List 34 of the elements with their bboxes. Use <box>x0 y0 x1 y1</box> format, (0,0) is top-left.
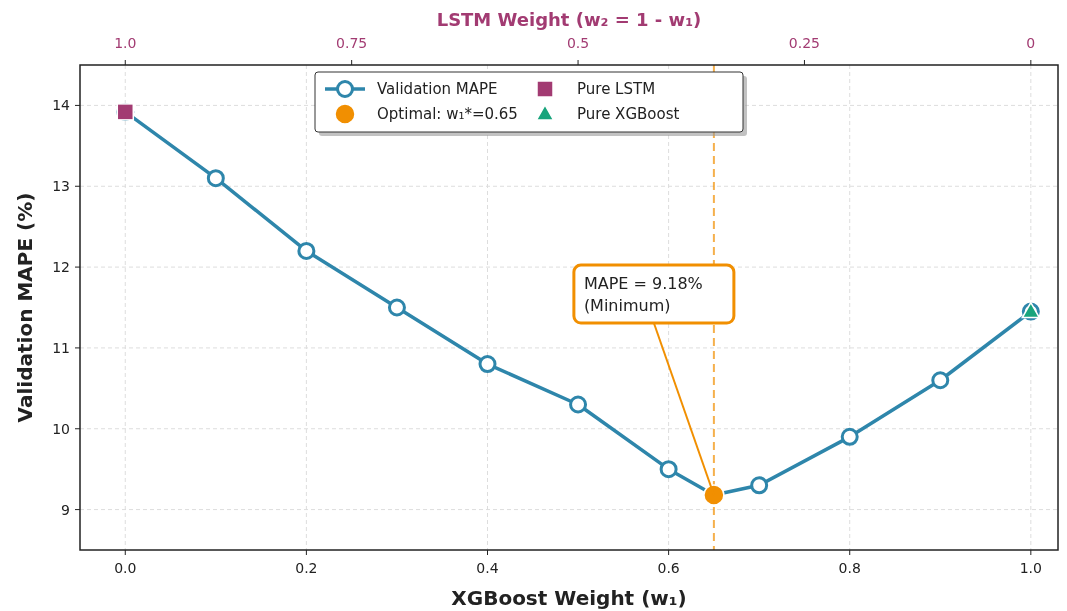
x2-tick-label: 0.75 <box>336 35 368 51</box>
x2-tick-label: 0 <box>1026 35 1036 51</box>
legend-label: Validation MAPE <box>377 80 498 98</box>
x-tick-label: 0.2 <box>295 560 318 576</box>
point <box>931 371 950 390</box>
x-tick-label: 0.8 <box>838 560 861 576</box>
x2-tick-label: 1.0 <box>114 35 137 51</box>
y-tick-label: 10 <box>52 420 70 437</box>
point <box>659 460 678 479</box>
x-tick-label: 0.6 <box>657 560 680 576</box>
point <box>297 241 316 260</box>
legend-label: Pure XGBoost <box>577 105 680 123</box>
y-tick-label: 12 <box>52 259 70 276</box>
y-tick-label: 13 <box>52 178 70 195</box>
point <box>387 298 406 317</box>
point <box>478 355 497 374</box>
annotation: MAPE = 9.18% (Minimum) <box>583 274 703 316</box>
x-tick-label: 0.0 <box>114 560 137 576</box>
y-axis-title: Validation MAPE (%) <box>13 192 37 423</box>
y-tick-label: 14 <box>52 97 71 114</box>
point <box>840 427 859 446</box>
x2-tick-label: 0.5 <box>566 35 590 51</box>
point <box>750 476 769 495</box>
legend-label: Pure LSTM <box>577 80 656 98</box>
x-tick-label: 0.4 <box>476 560 499 576</box>
point <box>569 395 588 414</box>
x2-axis-title: LSTM Weight (w₂ = 1 - w₁) <box>436 9 702 30</box>
y-tick-label: 9 <box>61 501 70 518</box>
point <box>206 169 225 188</box>
x-axis-title: XGBoost Weight (w₁) <box>451 586 687 610</box>
y-tick-label: 11 <box>52 339 70 356</box>
legend-label: Optimal: w₁*=0.65 <box>377 105 518 123</box>
x2-tick-label: 0.25 <box>788 35 821 51</box>
x-tick-label: 1.0 <box>1019 560 1042 576</box>
